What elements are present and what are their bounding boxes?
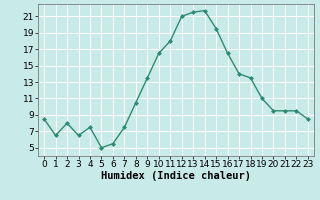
X-axis label: Humidex (Indice chaleur): Humidex (Indice chaleur) (101, 171, 251, 181)
